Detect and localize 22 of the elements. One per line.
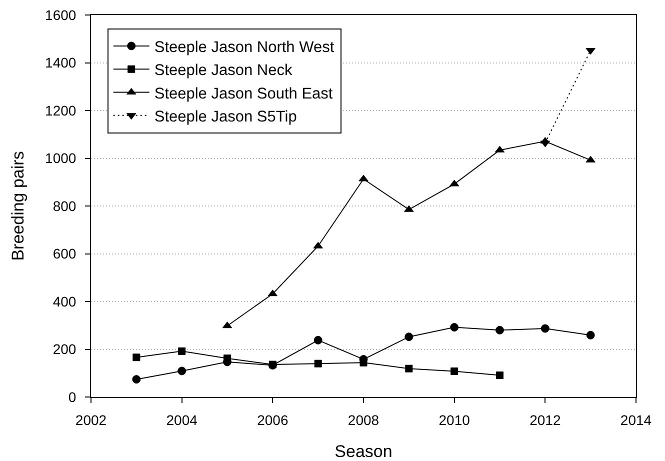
x-tick-label: 2010 bbox=[438, 412, 470, 428]
y-tick-label: 1200 bbox=[45, 102, 76, 118]
y-tick-label: 0 bbox=[68, 388, 76, 405]
y-tick-label: 400 bbox=[52, 293, 76, 310]
y-tick-label: 600 bbox=[52, 246, 76, 262]
x-axis-title: Season bbox=[334, 442, 392, 461]
x-tick-label: 2004 bbox=[166, 412, 198, 428]
y-tick-label: 200 bbox=[52, 341, 76, 358]
legend-label: Steeple Jason North West bbox=[154, 38, 335, 56]
legend-label: Steeple Jason S5Tip bbox=[154, 108, 297, 126]
y-tick-label: 1600 bbox=[45, 6, 76, 23]
y-tick-label: 1400 bbox=[45, 54, 76, 71]
legend-label: Steeple Jason Neck bbox=[154, 62, 292, 80]
x-tick-label: 2012 bbox=[530, 412, 561, 428]
x-tick-label: 2014 bbox=[620, 412, 652, 428]
y-tick-label: 1000 bbox=[45, 150, 76, 166]
y-tick-label: 800 bbox=[52, 198, 76, 214]
x-tick-label: 2002 bbox=[75, 412, 107, 428]
y-axis-title: Breeding pairs bbox=[8, 151, 28, 261]
x-tick-label: 2008 bbox=[348, 412, 380, 428]
legend-label: Steeple Jason South East bbox=[154, 85, 334, 102]
x-tick-label: 2006 bbox=[257, 412, 288, 428]
